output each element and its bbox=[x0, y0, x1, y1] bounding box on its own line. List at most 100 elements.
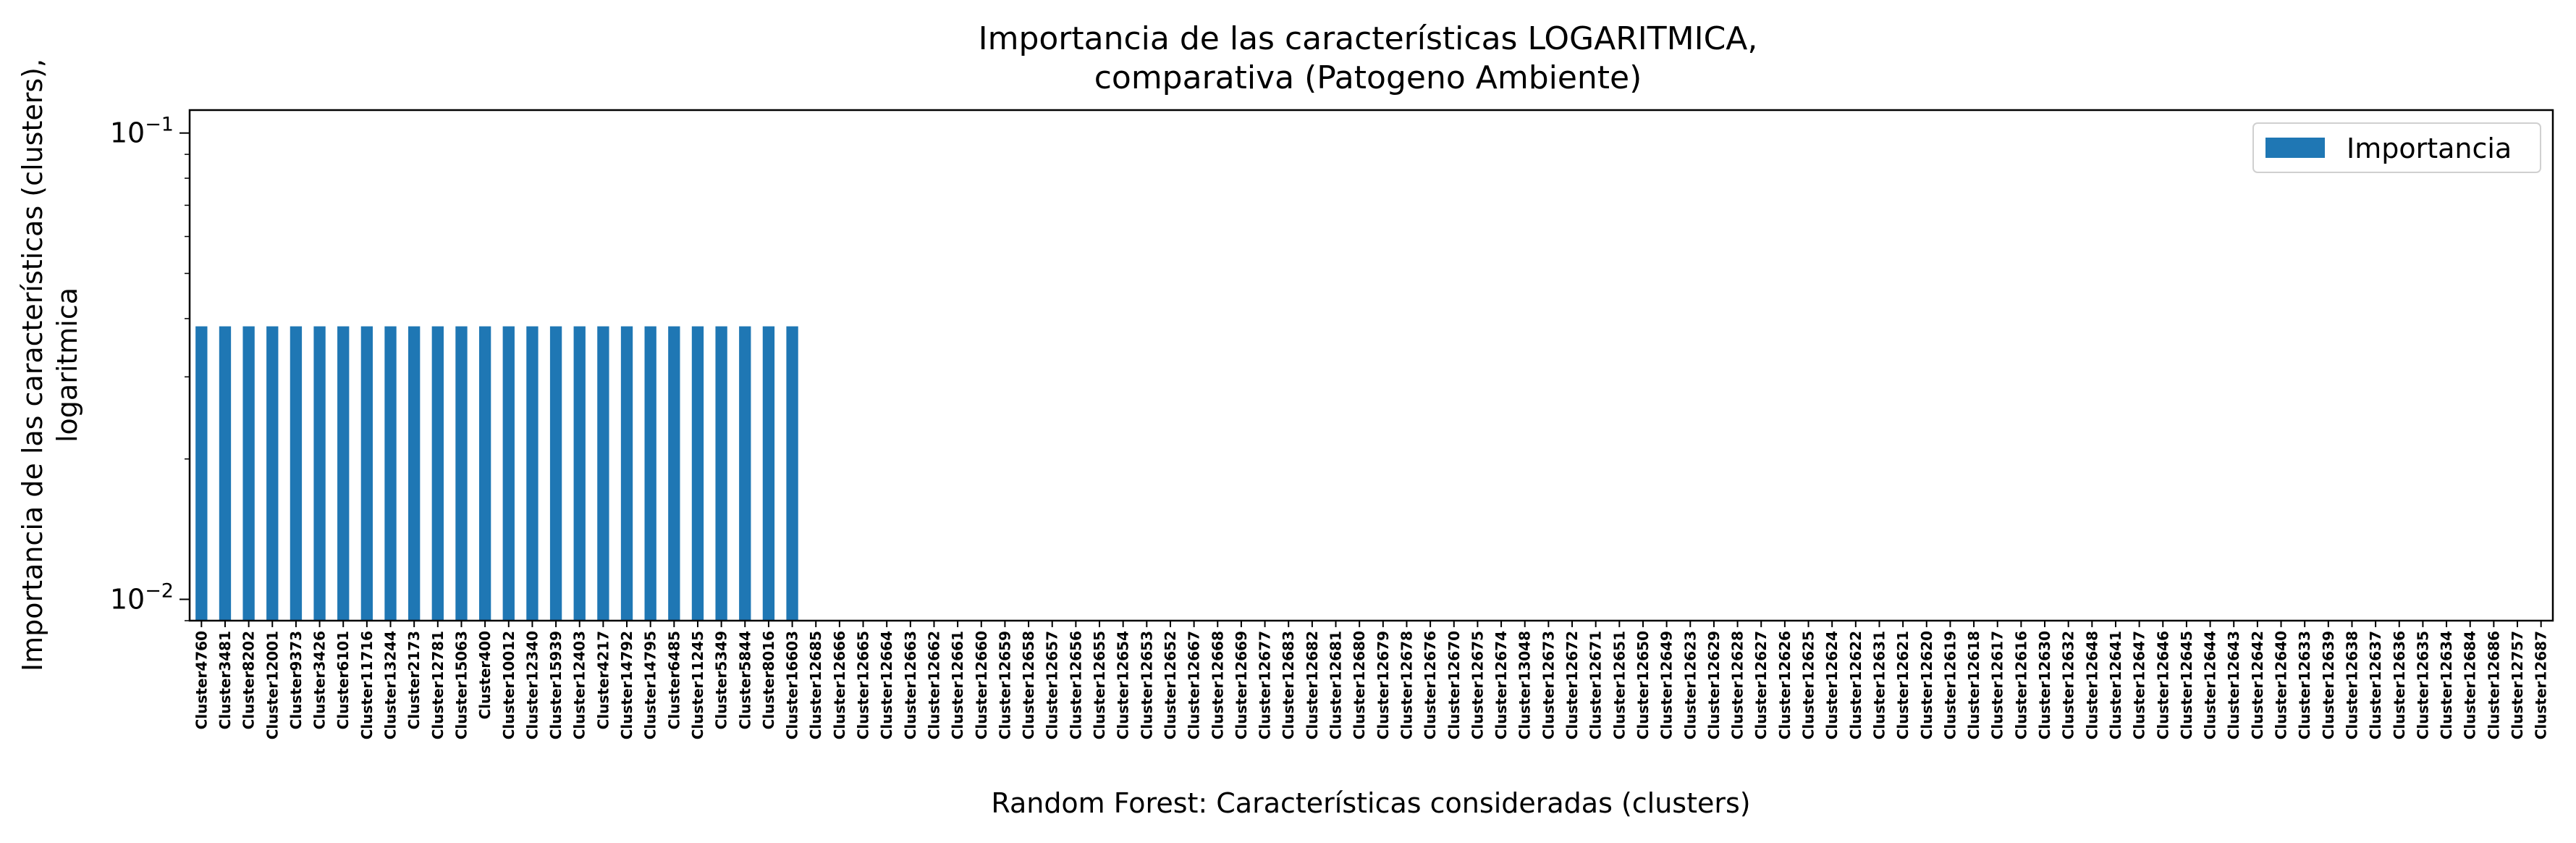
x-tick-label: Cluster12645 bbox=[2178, 631, 2195, 739]
y-axis-label-line1: Importancia de las características (clus… bbox=[17, 59, 48, 671]
x-tick-label: Cluster12650 bbox=[1634, 631, 1652, 739]
bar-Cluster16603 bbox=[786, 327, 798, 621]
x-tick-label: Cluster12678 bbox=[1398, 631, 1415, 739]
x-tick-label: Cluster3426 bbox=[311, 631, 329, 729]
x-tick-label: Cluster12638 bbox=[2343, 631, 2360, 739]
x-tick-label: Cluster12640 bbox=[2273, 631, 2290, 739]
bar-Cluster6485 bbox=[668, 327, 680, 621]
x-tick-label: Cluster12622 bbox=[1847, 631, 1865, 739]
x-tick-label: Cluster12626 bbox=[1776, 631, 1794, 739]
chart-title-line1: Importancia de las características LOGAR… bbox=[979, 20, 1758, 57]
x-tick-label: Cluster12646 bbox=[2154, 631, 2171, 739]
x-tick-label: Cluster12649 bbox=[1658, 631, 1676, 739]
x-tick-label: Cluster12644 bbox=[2202, 631, 2219, 739]
x-tick-label: Cluster16603 bbox=[784, 631, 801, 739]
x-tick-label: Cluster12682 bbox=[1304, 631, 1321, 739]
x-tick-label: Cluster12633 bbox=[2296, 631, 2313, 739]
bar-Cluster8016 bbox=[763, 327, 774, 621]
x-tick-label: Cluster11245 bbox=[689, 631, 706, 739]
x-tick-label: Cluster12683 bbox=[1280, 631, 1297, 739]
x-tick-label: Cluster12616 bbox=[2012, 631, 2030, 739]
x-tick-label: Cluster12651 bbox=[1610, 631, 1628, 739]
bar-Cluster10012 bbox=[503, 327, 515, 621]
x-tick-label: Cluster12643 bbox=[2225, 631, 2242, 739]
x-tick-label: Cluster12642 bbox=[2249, 631, 2266, 739]
x-ticks-group: Cluster4760 Cluster3481 Cluster8202 Cluster… bbox=[193, 621, 2549, 739]
x-tick-label: Cluster12652 bbox=[1162, 631, 1179, 739]
y-ticks-group: 10−1 10−2 bbox=[110, 114, 190, 621]
bar-Cluster15939 bbox=[550, 327, 562, 621]
chart-title-line2: comparativa (Patogeno Ambiente) bbox=[1094, 59, 1642, 96]
x-tick-label: Cluster12624 bbox=[1823, 631, 1841, 739]
x-tick-label: Cluster12634 bbox=[2438, 631, 2455, 739]
x-tick-label: Cluster12653 bbox=[1138, 631, 1155, 739]
x-tick-label: Cluster15939 bbox=[547, 631, 565, 739]
bar-Cluster13244 bbox=[384, 327, 396, 621]
x-tick-label: Cluster12676 bbox=[1422, 631, 1439, 739]
x-tick-label: Cluster3481 bbox=[216, 631, 234, 729]
x-tick-label: Cluster12659 bbox=[996, 631, 1013, 739]
x-tick-label: Cluster4217 bbox=[594, 631, 612, 729]
x-tick-label: Cluster12663 bbox=[902, 631, 919, 739]
x-tick-label: Cluster6485 bbox=[665, 631, 683, 729]
bar-Cluster3481 bbox=[219, 327, 231, 621]
x-tick-label: Cluster12657 bbox=[1044, 631, 1061, 739]
x-tick-label: Cluster11716 bbox=[358, 631, 376, 739]
x-tick-label: Cluster12340 bbox=[523, 631, 541, 739]
x-tick-label: Cluster8016 bbox=[760, 631, 777, 729]
bar-Cluster15063 bbox=[455, 327, 467, 621]
bar-Cluster5844 bbox=[739, 327, 751, 621]
x-axis-label: Random Forest: Características considera… bbox=[991, 787, 1750, 819]
x-tick-label: Cluster12619 bbox=[1941, 631, 1959, 739]
bar-Cluster4760 bbox=[195, 327, 207, 621]
bar-Cluster2173 bbox=[408, 327, 420, 621]
x-tick-label: Cluster12781 bbox=[429, 631, 447, 739]
x-tick-label: Cluster15063 bbox=[452, 631, 470, 739]
x-tick-label: Cluster12670 bbox=[1445, 631, 1463, 739]
bar-Cluster12781 bbox=[432, 327, 444, 621]
x-tick-label: Cluster12625 bbox=[1800, 631, 1817, 739]
x-tick-label: Cluster12672 bbox=[1563, 631, 1581, 739]
bar-Cluster4217 bbox=[597, 327, 609, 621]
x-tick-label: Cluster10012 bbox=[500, 631, 518, 739]
x-tick-label: Cluster12675 bbox=[1469, 631, 1486, 739]
x-tick-label: Cluster12665 bbox=[855, 631, 872, 739]
x-tick-label: Cluster12662 bbox=[925, 631, 942, 739]
x-tick-label: Cluster12631 bbox=[1870, 631, 1888, 739]
x-tick-label: Cluster12403 bbox=[571, 631, 588, 739]
x-tick-label: Cluster9373 bbox=[287, 631, 305, 729]
y-tick-label: 10−1 bbox=[110, 114, 174, 149]
bar-Cluster12340 bbox=[526, 327, 538, 621]
x-tick-label: Cluster12636 bbox=[2391, 631, 2408, 739]
x-tick-label: Cluster14792 bbox=[618, 631, 635, 739]
x-tick-label: Cluster12621 bbox=[1894, 631, 1912, 739]
bar-Cluster12001 bbox=[266, 327, 278, 621]
bar-Cluster5349 bbox=[715, 327, 727, 621]
x-tick-label: Cluster2173 bbox=[405, 631, 423, 729]
x-tick-label: Cluster12684 bbox=[2462, 631, 2479, 739]
y-axis-label-line2: logaritmica bbox=[51, 288, 83, 443]
x-tick-label: Cluster14795 bbox=[642, 631, 659, 739]
x-tick-label: Cluster12630 bbox=[2036, 631, 2053, 739]
x-tick-label: Cluster12680 bbox=[1351, 631, 1368, 739]
x-tick-label: Cluster12648 bbox=[2083, 631, 2100, 739]
bars-group bbox=[195, 327, 798, 621]
bar-Cluster6101 bbox=[337, 327, 349, 621]
x-tick-label: Cluster12620 bbox=[1918, 631, 1935, 739]
x-tick-label: Cluster12666 bbox=[831, 631, 848, 739]
x-tick-label: Cluster12656 bbox=[1067, 631, 1084, 739]
x-tick-label: Cluster6101 bbox=[334, 631, 352, 729]
plot-frame bbox=[190, 110, 2553, 621]
legend: Importancia bbox=[2253, 123, 2541, 172]
bar-Cluster14792 bbox=[621, 327, 633, 621]
bar-Cluster11245 bbox=[692, 327, 704, 621]
x-tick-label: Cluster12673 bbox=[1540, 631, 1557, 739]
x-tick-label: Cluster12618 bbox=[1965, 631, 1982, 739]
x-tick-label: Cluster12671 bbox=[1587, 631, 1605, 739]
bar-Cluster3426 bbox=[313, 327, 325, 621]
x-tick-label: Cluster12637 bbox=[2367, 631, 2384, 739]
bar-Cluster400 bbox=[479, 327, 491, 621]
x-tick-label: Cluster13244 bbox=[382, 631, 400, 739]
x-tick-label: Cluster12641 bbox=[2107, 631, 2124, 739]
